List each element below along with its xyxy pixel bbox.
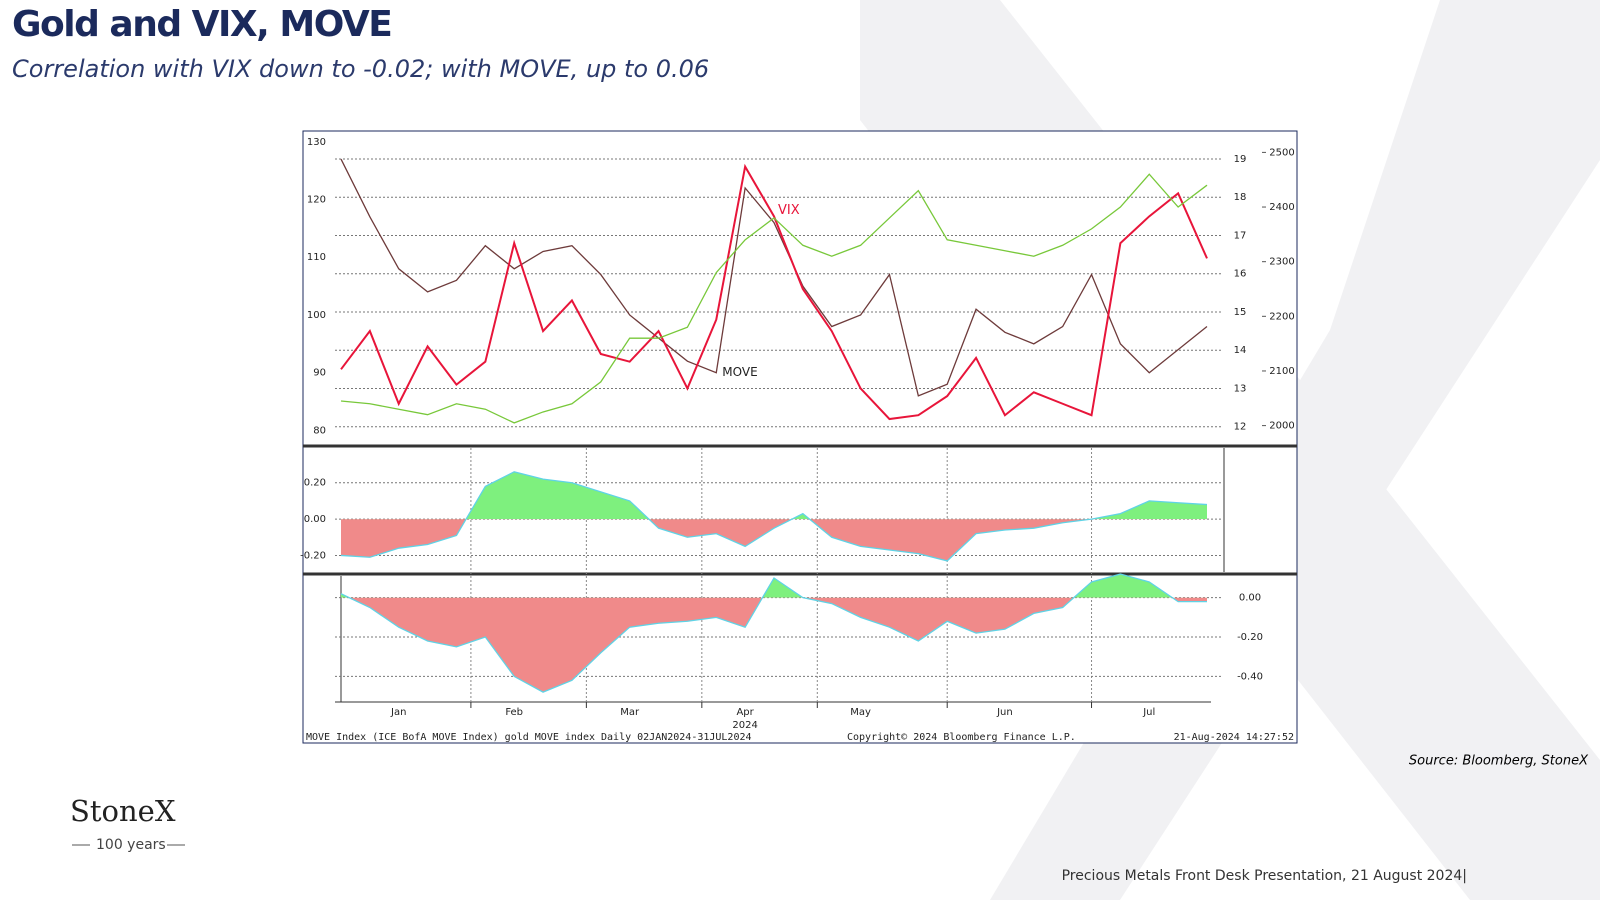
y3-tick-label: 2200 bbox=[1269, 311, 1294, 322]
negative-area bbox=[341, 597, 1207, 693]
annotation: VIX bbox=[778, 203, 800, 218]
y3-tick-label: 2300 bbox=[1269, 257, 1294, 268]
footnote: Copyright© 2024 Bloomberg Finance L.P. bbox=[847, 732, 1076, 743]
series-line bbox=[340, 173, 1208, 424]
series-line bbox=[340, 163, 1208, 421]
y-tick-label: 100 bbox=[307, 310, 326, 321]
y-tick-label: -0.40 bbox=[1237, 671, 1263, 682]
y2-tick-label: 13 bbox=[1234, 383, 1247, 394]
y2-tick-label: 16 bbox=[1234, 269, 1247, 280]
y2-tick-label: 15 bbox=[1234, 307, 1247, 318]
footer: Precious Metals Front Desk Presentation,… bbox=[1062, 868, 1467, 884]
y-tick-label: 90 bbox=[313, 368, 326, 379]
y-tick-label: 120 bbox=[307, 195, 326, 206]
subtitle: Correlation with VIX down to -0.02; with… bbox=[12, 55, 709, 83]
y2-tick-label: 14 bbox=[1234, 345, 1247, 356]
y-tick-label: 110 bbox=[307, 252, 326, 263]
x-tick-label: Mar bbox=[620, 707, 640, 718]
y3-tick-label: 2400 bbox=[1269, 202, 1294, 213]
y-tick-label: 0.20 bbox=[304, 478, 326, 489]
correlation-line bbox=[340, 471, 1208, 562]
logo: StoneX bbox=[70, 794, 176, 828]
y2-tick-label: 17 bbox=[1234, 230, 1247, 241]
y-tick-label: 0.00 bbox=[1239, 593, 1261, 604]
y-tick-label: 80 bbox=[313, 425, 326, 436]
annotation: MOVE bbox=[722, 365, 757, 379]
positive-area bbox=[341, 471, 1207, 520]
title: Gold and VIX, MOVE bbox=[12, 4, 391, 45]
x-tick-label: Jul bbox=[1142, 707, 1155, 718]
y-tick-label: 0.00 bbox=[304, 514, 326, 525]
y2-tick-label: 18 bbox=[1234, 192, 1247, 203]
footnote: MOVE Index (ICE BofA MOVE Index) gold MO… bbox=[306, 732, 752, 743]
y3-tick-label: 2100 bbox=[1269, 366, 1294, 377]
series-line bbox=[340, 158, 1208, 397]
x-tick-label: May bbox=[850, 707, 871, 718]
y-tick-label: -0.20 bbox=[300, 550, 326, 561]
x-tick-label: Feb bbox=[505, 707, 523, 718]
y2-tick-label: 19 bbox=[1234, 154, 1247, 165]
x-tick-label: Jun bbox=[996, 707, 1013, 718]
logo-tagline: 100 years bbox=[96, 837, 166, 853]
source: Source: Bloomberg, StoneX bbox=[1409, 754, 1589, 769]
y3-tick-label: 2000 bbox=[1269, 421, 1294, 432]
x-tick-label: Apr bbox=[736, 707, 754, 718]
negative-area bbox=[341, 519, 1207, 561]
positive-area bbox=[341, 574, 1173, 598]
y3-tick-label: 2500 bbox=[1269, 147, 1294, 158]
footnote: 21-Aug-2024 14:27:52 bbox=[1174, 732, 1294, 743]
y-tick-label: 130 bbox=[307, 137, 326, 148]
x-tick-label: Jan bbox=[390, 707, 406, 718]
y2-tick-label: 12 bbox=[1234, 422, 1247, 433]
chart-frame bbox=[302, 130, 1298, 744]
x-axis-label: 2024 bbox=[732, 720, 757, 731]
correlation-line bbox=[340, 573, 1207, 693]
y-tick-label: -0.20 bbox=[1237, 632, 1263, 643]
